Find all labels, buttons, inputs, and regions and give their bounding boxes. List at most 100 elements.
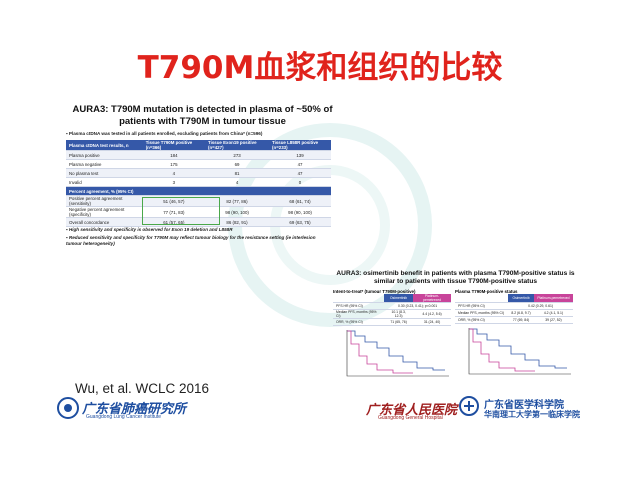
table-row: Positive percent agreement (sensitivity)… <box>66 195 331 207</box>
table-cell: 61 (57, 65) <box>142 217 206 227</box>
km-cell: 4.4 (4.2, 5.6) <box>413 309 451 319</box>
header-cell: Tissue T790M positive (n=366) <box>142 140 206 151</box>
logo-left-en: Guangdong Lung Cancer Institute <box>86 414 162 420</box>
table-cell: 3 <box>142 177 206 187</box>
table-row: Plasma negative 175 69 47 <box>66 159 331 169</box>
right-heading: AURA3: osimertinib benefit in patients w… <box>336 270 575 285</box>
bullet-text: Plasma ctDNA was tested in all patients … <box>68 131 263 136</box>
bullet: ▪ Plasma ctDNA was tested in all patient… <box>66 131 263 136</box>
km-cell: 71 (65, 76) <box>384 318 414 326</box>
table-row: No plasma test 4 81 47 <box>66 168 331 178</box>
section-row: Percent agreement, % (95% CI) <box>66 186 331 196</box>
table-cell: 77 (71, 83) <box>142 206 206 218</box>
table-cell: 81 <box>205 168 270 178</box>
table-cell: Invalid <box>66 177 143 187</box>
km-cell: 8.2 (6.8, 9.7) <box>508 309 534 317</box>
km-row: PFS HR (95% CI) 0.42 (0.29, 0.61) <box>455 302 573 310</box>
km-row: PFS HR (95% CI) 0.30 (0.23, 0.41); p<0.00… <box>333 302 451 310</box>
km-cell: PFS HR (95% CI) <box>333 302 385 310</box>
table-cell: 273 <box>205 150 270 160</box>
table-cell: 69 (63, 75) <box>269 217 331 227</box>
km-col: Osimertinib <box>384 294 414 303</box>
km-row: ORR, % (95% CI) 77 (69, 84) 39 (27, 52) <box>455 316 573 324</box>
table-cell: Negative percent agreement (specificity) <box>66 206 143 218</box>
km-table: Osimertinib Platinum-pemetrexed PFS HR (95… <box>455 294 573 324</box>
km-cell: ORR, % (95% CI) <box>333 318 385 326</box>
km-cell: 4.2 (4.1, 5.1) <box>533 309 573 317</box>
table-cell: 98 (90, 100) <box>269 206 331 218</box>
left-heading: AURA3: T790M mutation is detected in pla… <box>72 104 333 127</box>
bullet: ▪ High sensitivity and specificity is ob… <box>66 227 233 232</box>
table-row: Negative percent agreement (specificity)… <box>66 206 331 218</box>
km-col: Platinum-pemetrexed <box>413 294 451 303</box>
header-cell: Plasma ctDNA test results, n <box>66 140 143 151</box>
logo-left: 广东省肺癌研究所 <box>82 402 187 417</box>
bullet-text: High sensitivity and specificity is obse… <box>68 227 233 232</box>
km-row: Median PFS, months (95% CI) 10.1 (8.3, 12… <box>333 309 451 319</box>
table-cell: 51 (46, 57) <box>142 195 206 207</box>
logo-icon <box>57 397 79 419</box>
table-cell: 175 <box>142 159 206 169</box>
logo-right2: 广东省医学科学院 <box>484 400 564 411</box>
km-panel: Intent-to-treat* (tumour T790M-positive)… <box>333 289 451 393</box>
table-row: Invalid 3 4 0 <box>66 177 331 187</box>
table-cell: 98 (90, 100) <box>205 206 270 218</box>
table-cell: 184 <box>142 150 206 160</box>
km-cell: 39 (27, 52) <box>533 316 573 324</box>
table-row: Plasma positive 184 273 139 <box>66 150 331 160</box>
logo-icon <box>459 396 479 416</box>
table-cell: 69 <box>205 159 270 169</box>
km-cell: ORR, % (95% CI) <box>455 316 509 324</box>
table-cell: Plasma negative <box>66 159 143 169</box>
km-subtitle: Intent-to-treat* (tumour T790M-positive) <box>333 289 416 294</box>
logo-right1-en: Guangdong General Hospital <box>378 415 443 421</box>
km-cell: 77 (69, 84) <box>508 316 534 324</box>
table-row: Overall concordance 61 (57, 65) 86 (82, 91… <box>66 217 331 227</box>
km-head: Osimertinib Platinum-pemetrexed <box>333 294 451 303</box>
logo-right1: 广东省人民医院 <box>366 403 458 418</box>
blank <box>455 294 509 303</box>
table-cell: 4 <box>142 168 206 178</box>
table-cell: 47 <box>269 168 331 178</box>
km-row: ORR, % (95% CI) 71 (65, 76) 31 (24, 40) <box>333 318 451 326</box>
km-panels: Intent-to-treat* (tumour T790M-positive)… <box>333 289 578 389</box>
table-cell: Positive percent agreement (sensitivity) <box>66 195 143 207</box>
km-col: Platinum-pemetrexed <box>533 294 573 303</box>
km-cell: Median PFS, months (95% CI) <box>333 309 385 319</box>
km-table: Osimertinib Platinum-pemetrexed PFS HR (95… <box>333 294 451 326</box>
logo-right3: 华南理工大学第一临床学院 <box>484 409 580 419</box>
km-plot <box>468 328 571 375</box>
blank <box>333 294 385 303</box>
km-cell: 31 (24, 40) <box>413 318 451 326</box>
table-cell: Plasma positive <box>66 150 143 160</box>
citation: Wu, et al. WCLC 2016 <box>75 381 210 396</box>
data-table: Plasma ctDNA test results, n Tissue T790M… <box>66 140 331 227</box>
table-cell: 68 (61, 74) <box>269 195 331 207</box>
km-cell: 0.42 (0.29, 0.61) <box>508 302 573 310</box>
header-row: Plasma ctDNA test results, n Tissue T790M… <box>66 140 331 151</box>
km-cell: Median PFS, months (95% CI) <box>455 309 509 317</box>
bullet: ▪ Reduced sensitivity and specificity fo… <box>66 235 316 246</box>
table-cell: 139 <box>269 150 331 160</box>
section-cell: Percent agreement, % (95% CI) <box>66 186 331 196</box>
table-cell: No plasma test <box>66 168 143 178</box>
table-cell: 82 (77, 86) <box>205 195 270 207</box>
km-row: Median PFS, months (95% CI) 8.2 (6.8, 9.7… <box>455 309 573 317</box>
table-cell: 86 (82, 91) <box>205 217 270 227</box>
table-cell: 47 <box>269 159 331 169</box>
table-cell: Overall concordance <box>66 217 143 227</box>
km-cell: 0.30 (0.23, 0.41); p<0.001 <box>384 302 451 310</box>
bullet-text: Reduced sensitivity and specificity for … <box>66 235 316 246</box>
highlight-box <box>142 197 220 225</box>
km-cell: 10.1 (8.3, 12.3) <box>384 309 414 319</box>
km-plot <box>346 330 449 377</box>
km-panel: Plasma T790M-positive status Osimertinib P… <box>455 289 573 391</box>
km-cell: PFS HR (95% CI) <box>455 302 509 310</box>
slide-title: T790M血浆和组织的比较 <box>137 50 503 86</box>
table-cell: 4 <box>205 177 270 187</box>
table-cell: 0 <box>269 177 331 187</box>
bullet-list: ▪ High sensitivity and specificity is ob… <box>66 227 328 249</box>
header-cell: Tissue L858R positive (n=233) <box>269 140 331 151</box>
km-head: Osimertinib Platinum-pemetrexed <box>455 294 573 303</box>
